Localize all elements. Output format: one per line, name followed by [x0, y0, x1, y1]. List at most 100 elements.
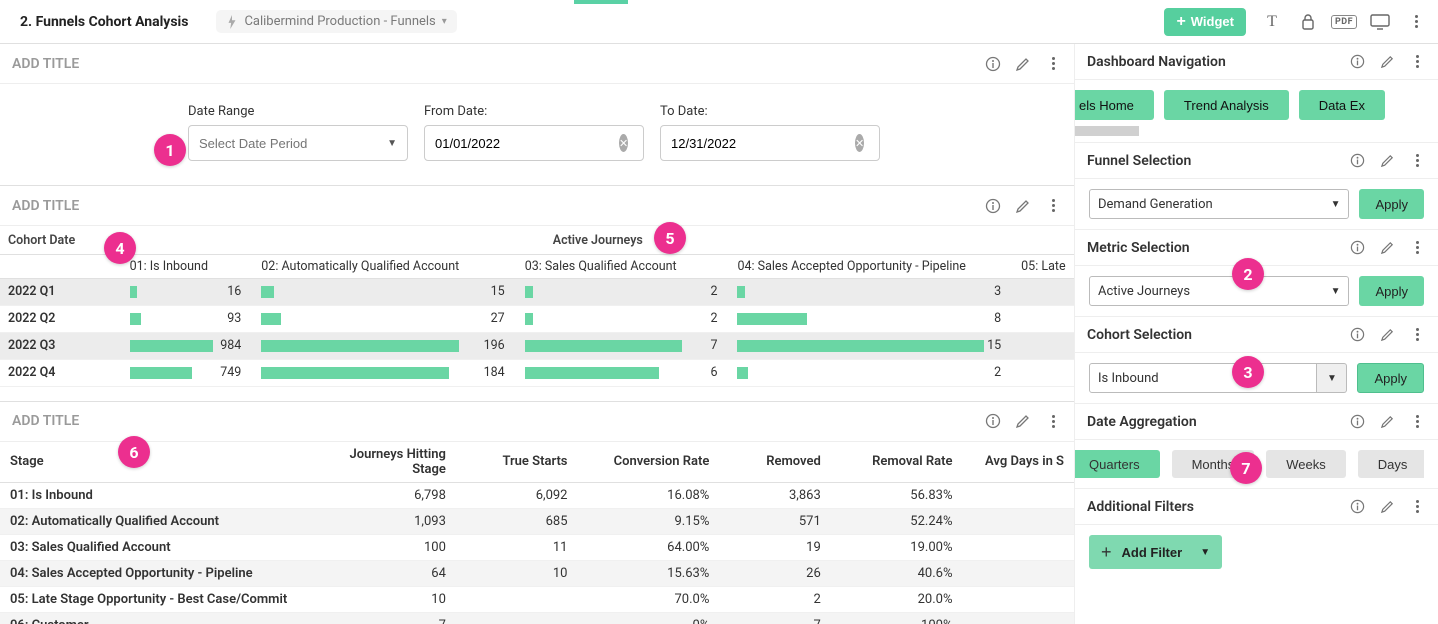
metric-select[interactable]: Active Journeys▼	[1089, 276, 1349, 306]
table-row[interactable]: 05: Late Stage Opportunity - Best Case/C…	[0, 586, 1074, 612]
datasource-label: Calibermind Production - Funnels	[244, 14, 435, 29]
cohort-date-cell: 2022 Q3	[0, 332, 122, 359]
scrollbar[interactable]	[1075, 126, 1139, 136]
more-icon[interactable]	[1408, 239, 1426, 257]
nav-pill[interactable]: Data Ex	[1299, 90, 1385, 120]
to-date-field[interactable]: ✕	[660, 125, 880, 161]
monitor-icon[interactable]	[1370, 12, 1390, 32]
cohort-row[interactable]: 2022 Q474918462	[0, 359, 1074, 386]
stage-col-header[interactable]: Conversion Rate	[578, 442, 720, 483]
from-date-label: From Date:	[424, 104, 644, 119]
cohort-row[interactable]: 2022 Q2932728	[0, 305, 1074, 332]
table-row[interactable]: 03: Sales Qualified Account1001164.00%19…	[0, 534, 1074, 560]
from-date-input[interactable]	[435, 136, 611, 151]
info-icon[interactable]	[1348, 413, 1366, 431]
funnel-select[interactable]: Demand Generation▼	[1089, 189, 1349, 219]
metric-apply-button[interactable]: Apply	[1359, 276, 1424, 306]
more-icon[interactable]	[1044, 55, 1062, 73]
stage-col-header[interactable]: True Starts	[456, 442, 578, 483]
pencil-icon[interactable]	[1378, 326, 1396, 344]
lock-icon[interactable]	[1298, 12, 1318, 32]
more-icon[interactable]	[1408, 53, 1426, 71]
more-icon[interactable]	[1044, 412, 1062, 430]
caret-down-icon[interactable]: ▼	[1317, 363, 1347, 393]
info-icon[interactable]	[1348, 326, 1366, 344]
pencil-icon[interactable]	[1378, 53, 1396, 71]
info-icon[interactable]	[1348, 498, 1366, 516]
info-icon[interactable]	[984, 55, 1002, 73]
stage-col-header[interactable]: Avg Days in S	[962, 442, 1074, 483]
info-icon[interactable]	[1348, 152, 1366, 170]
active-journeys-header: Active Journeys	[122, 228, 1074, 254]
more-icon[interactable]	[1408, 326, 1426, 344]
table-cell: 6,092	[456, 482, 578, 508]
pencil-icon[interactable]	[1014, 412, 1032, 430]
more-icon[interactable]	[1044, 197, 1062, 215]
info-icon[interactable]	[1348, 53, 1366, 71]
panel1-title[interactable]: ADD TITLE	[12, 56, 79, 72]
annotation-badge: 5	[654, 222, 686, 254]
stage-col-header[interactable]: Stage	[0, 442, 304, 483]
info-icon[interactable]	[1348, 239, 1366, 257]
nav-pill[interactable]: els Home	[1075, 90, 1154, 120]
add-filter-button[interactable]: + Add Filter ▼	[1089, 535, 1222, 569]
cohort-bar-cell: 7	[517, 332, 730, 359]
funnel-apply-button[interactable]: Apply	[1359, 189, 1424, 219]
datasource-pill[interactable]: Calibermind Production - Funnels ▾	[216, 10, 456, 33]
clear-icon[interactable]: ✕	[619, 134, 628, 152]
clear-icon[interactable]: ✕	[855, 134, 864, 152]
agg-pill[interactable]: Days	[1358, 450, 1424, 478]
cohort-bar-cell	[1013, 278, 1074, 305]
text-icon[interactable]: T	[1262, 12, 1282, 32]
info-icon[interactable]	[984, 412, 1002, 430]
table-row[interactable]: 06: Customer70%7100%	[0, 612, 1074, 624]
date-range-body: Date Range ▼ From Date: ✕ To Date: ✕	[0, 84, 1074, 185]
sidebar: Dashboard Navigation els HomeTrend Analy…	[1075, 44, 1438, 624]
more-icon[interactable]	[1408, 152, 1426, 170]
table-row[interactable]: 01: Is Inbound6,7986,09216.08%3,86356.83…	[0, 482, 1074, 508]
table-cell: 0%	[578, 612, 720, 624]
stage-col-header[interactable]: Removal Rate	[831, 442, 963, 483]
panel3-title[interactable]: ADD TITLE	[12, 413, 79, 429]
cohort-bar-cell: 15	[729, 332, 1013, 359]
cohort-bar-cell: 2	[517, 305, 730, 332]
nav-pill[interactable]: Trend Analysis	[1164, 90, 1289, 120]
agg-pill[interactable]: Quarters	[1075, 450, 1160, 478]
add-widget-button[interactable]: + Widget	[1164, 8, 1246, 36]
from-date-field[interactable]: ✕	[424, 125, 644, 161]
date-range-select[interactable]: ▼	[188, 125, 408, 161]
table-row[interactable]: 02: Automatically Qualified Account1,093…	[0, 508, 1074, 534]
info-icon[interactable]	[984, 197, 1002, 215]
pencil-icon[interactable]	[1378, 413, 1396, 431]
cohort-row[interactable]: 2022 Q3984196715	[0, 332, 1074, 359]
cohort-select[interactable]: Is Inbound ▼	[1089, 363, 1347, 393]
cohort-col-header: 05: Late	[1013, 254, 1074, 278]
more-icon[interactable]	[1408, 498, 1426, 516]
pencil-icon[interactable]	[1378, 239, 1396, 257]
table-row[interactable]: 04: Sales Accepted Opportunity - Pipelin…	[0, 560, 1074, 586]
panel2-title[interactable]: ADD TITLE	[12, 198, 79, 214]
cohort-select-value: Is Inbound	[1098, 371, 1159, 386]
pencil-icon[interactable]	[1378, 498, 1396, 516]
agg-pill[interactable]: Weeks	[1266, 450, 1346, 478]
topbar: 2. Funnels Cohort Analysis Calibermind P…	[0, 0, 1438, 44]
cohort-bar-cell: 6	[517, 359, 730, 386]
pencil-icon[interactable]	[1014, 197, 1032, 215]
more-icon[interactable]	[1408, 413, 1426, 431]
stage-col-header[interactable]: Removed	[719, 442, 830, 483]
cohort-bar-cell: 749	[122, 359, 254, 386]
plus-icon: +	[1101, 542, 1112, 563]
cohort-row[interactable]: 2022 Q1161523	[0, 278, 1074, 305]
table-cell: 11	[456, 534, 578, 560]
to-date-input[interactable]	[671, 136, 847, 151]
stage-col-header[interactable]: Journeys Hitting Stage	[304, 442, 456, 483]
pencil-icon[interactable]	[1378, 152, 1396, 170]
cohort-apply-button[interactable]: Apply	[1357, 363, 1424, 393]
more-icon[interactable]	[1406, 12, 1426, 32]
table-cell: 06: Customer	[0, 612, 304, 624]
table-cell: 685	[456, 508, 578, 534]
pdf-icon[interactable]: PDF	[1334, 12, 1354, 32]
pencil-icon[interactable]	[1014, 55, 1032, 73]
table-cell: 2	[719, 586, 830, 612]
date-range-input[interactable]	[199, 136, 379, 151]
